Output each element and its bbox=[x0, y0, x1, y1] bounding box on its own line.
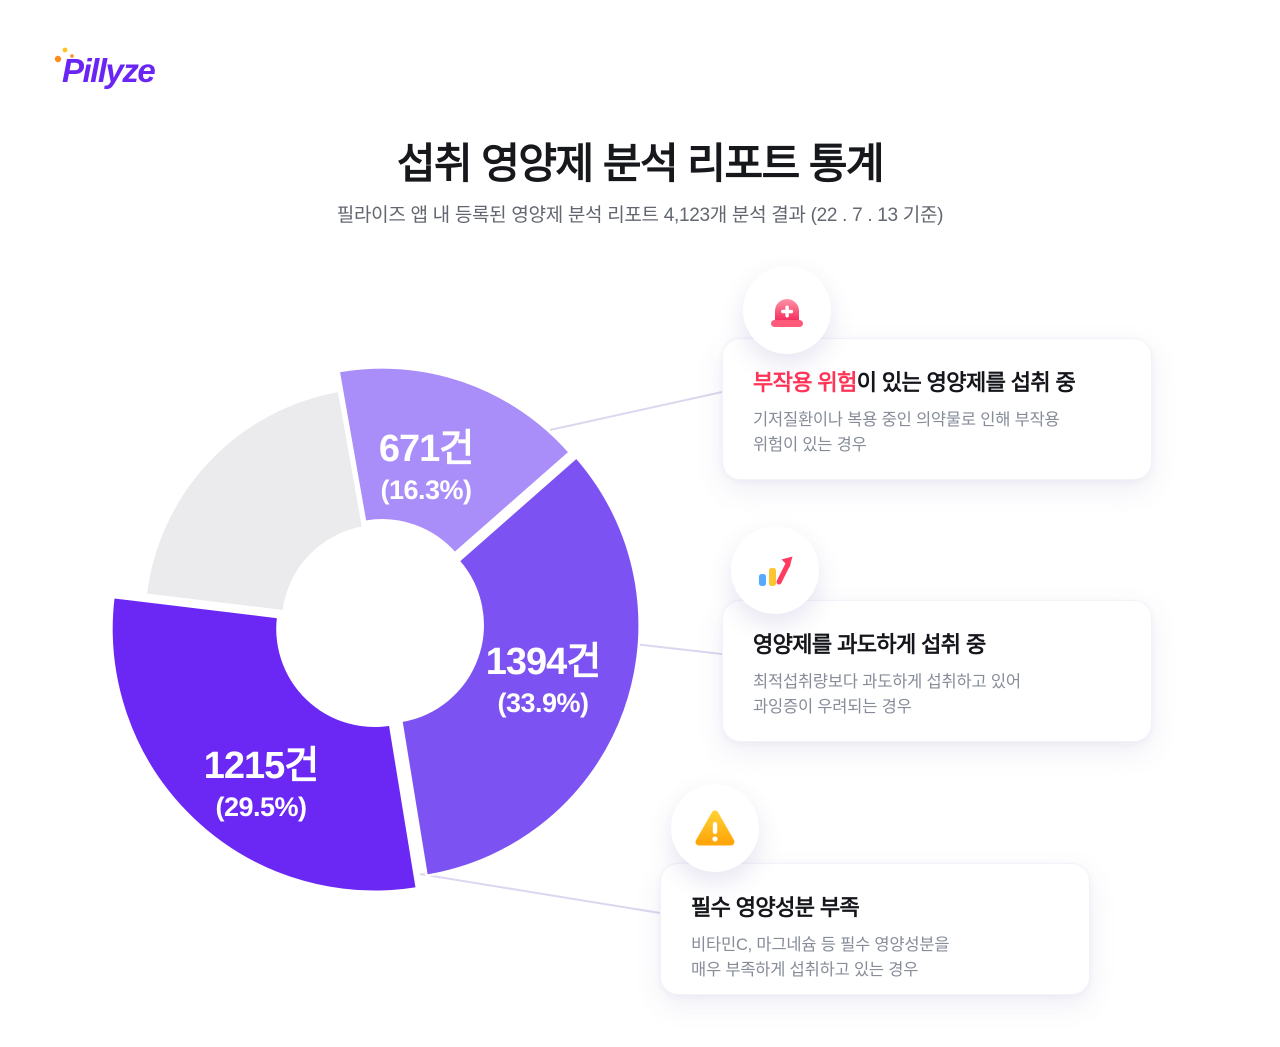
card-description: 최적섭취량보다 과도하게 섭취하고 있어 과잉증이 우려되는 경우 bbox=[753, 670, 1121, 720]
logo-sparkle-icon bbox=[54, 47, 74, 63]
slice-count: 671건 bbox=[378, 428, 474, 470]
slice-count: 1394건 bbox=[485, 641, 601, 683]
warning-icon-badge bbox=[671, 784, 759, 872]
card-desc-line: 기저질환이나 복용 중인 의약물로 인해 부작용 bbox=[753, 411, 1060, 429]
card-desc-line: 비타민C, 마그네슘 등 필수 영양성분을 bbox=[691, 936, 950, 954]
siren-icon bbox=[771, 299, 803, 327]
card-desc-line: 위험이 있는 경우 bbox=[753, 436, 867, 455]
pillyze-logo: Pillyze bbox=[54, 47, 156, 90]
card-excessive-intake: 영양제를 과도하게 섭취 중 최적섭취량보다 과도하게 섭취하고 있어 과잉증이… bbox=[722, 600, 1152, 742]
warning-icon bbox=[695, 810, 735, 846]
donut-segment bbox=[110, 595, 419, 893]
donut-segment bbox=[144, 389, 365, 613]
card-title-highlight: 부작용 위험 bbox=[753, 370, 857, 395]
slice-label-adverse: 671건 (16.3%) bbox=[378, 417, 474, 506]
page-subtitle: 필라이즈 앱 내 등록된 영양제 분석 리포트 4,123개 분석 결과 (22… bbox=[336, 205, 944, 226]
bar-chart-icon-badge bbox=[731, 526, 819, 614]
donut-segment bbox=[337, 366, 571, 555]
slice-label-deficiency: 1215건 (29.5%) bbox=[204, 734, 319, 823]
card-desc-line: 매우 부족하게 섭취하고 있는 경우 bbox=[691, 961, 919, 980]
donut-segment bbox=[400, 456, 641, 877]
slice-count: 1215건 bbox=[203, 745, 319, 787]
card-title: 영양제를 과도하게 섭취 중 bbox=[753, 632, 986, 657]
slice-percent: (16.3%) bbox=[380, 475, 472, 505]
slice-percent: (33.9%) bbox=[497, 688, 589, 718]
slice-percent: (29.5%) bbox=[215, 792, 307, 822]
card-title: 필수 영양성분 부족 bbox=[691, 895, 860, 920]
card-title-rest: 이 있는 영양제를 섭취 중 bbox=[856, 370, 1076, 395]
card-side-effect-risk: 부작용 위험이 있는 영양제를 섭취 중 기저질환이나 복용 중인 의약물로 인… bbox=[722, 338, 1152, 480]
card-nutrient-deficiency: 필수 영양성분 부족 비타민C, 마그네슘 등 필수 영양성분을 매우 부족하게… bbox=[660, 863, 1090, 995]
page-title: 섭취 영양제 분석 리포트 통계 bbox=[396, 140, 885, 187]
bar-chart-icon bbox=[759, 556, 793, 586]
card-desc-line: 과잉증이 우려되는 경우 bbox=[753, 698, 912, 717]
donut-chart bbox=[90, 353, 670, 933]
logo-text: Pillyze bbox=[62, 52, 156, 89]
slice-label-excessive: 1394건 (33.9%) bbox=[486, 630, 601, 719]
card-desc-line: 최적섭취량보다 과도하게 섭취하고 있어 bbox=[753, 673, 1021, 691]
card-title: 부작용 위험이 있는 영양제를 섭취 중 bbox=[753, 365, 1121, 397]
card-description: 비타민C, 마그네슘 등 필수 영양성분을 매우 부족하게 섭취하고 있는 경우 bbox=[691, 933, 1059, 983]
card-description: 기저질환이나 복용 중인 의약물로 인해 부작용 위험이 있는 경우 bbox=[753, 408, 1121, 458]
siren-icon-badge bbox=[743, 266, 831, 354]
